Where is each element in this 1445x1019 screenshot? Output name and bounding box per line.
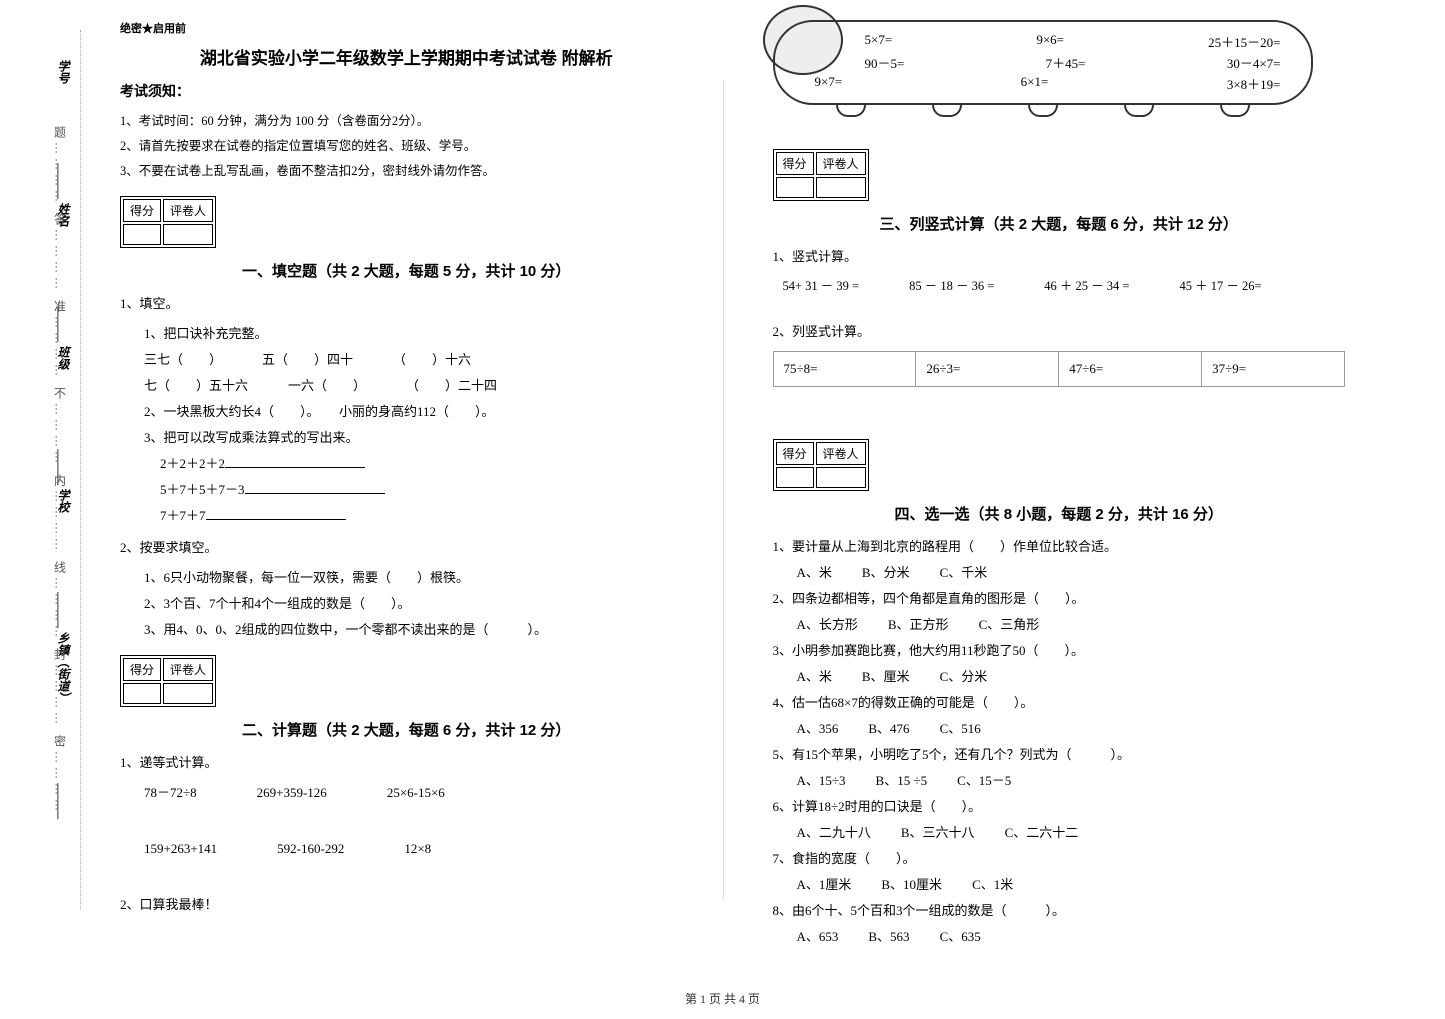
score-box-3: 得分评卷人 (773, 149, 869, 201)
s1-q1-1-row1: 三七（ ） 五（ ）四十 （ ）十六 (120, 347, 693, 373)
caterpillar-calc-box: 5×7=9×6=25＋15－20= 90－5=7＋45=30－4×7= 9×7=… (773, 20, 1313, 117)
section2-title: 二、计算题（共 2 大题，每题 6 分，共计 12 分） (120, 719, 693, 740)
section4-title: 四、选一选（共 8 小题，每题 2 分，共计 16 分） (773, 503, 1346, 524)
caterpillar-body: 5×7=9×6=25＋15－20= 90－5=7＋45=30－4×7= 9×7=… (773, 20, 1313, 105)
exam-title: 湖北省实验小学二年级数学上学期期中考试试卷 附解析 (120, 44, 693, 69)
s2-q1: 1、递等式计算。 78－72÷8 269+359-126 25×6-15×6 1… (120, 750, 693, 918)
s3-q1: 1、竖式计算。 54+ 31 － 39 = 85 － 18 － 36 = 46 … (773, 244, 1346, 387)
grader-label: 评卷人 (163, 199, 213, 222)
section1-title: 一、填空题（共 2 大题，每题 5 分，共计 10 分） (120, 260, 693, 281)
s4-q5: 5、有15个苹果，小明吃了5个，还有几个？列式为（ ）。 (773, 742, 1346, 768)
s3-q1-items: 54+ 31 － 39 = 85 － 18 － 36 = 46 ＋ 25 － 3… (773, 274, 1346, 299)
s4-q7: 7、食指的宽度（ ）。 (773, 846, 1346, 872)
seal-chars: 题………… 答………… 准………… 不………… 内………… 线………… 封………… (52, 126, 69, 815)
section3-title: 三、列竖式计算（共 2 大题，每题 6 分，共计 12 分） (773, 213, 1346, 234)
s1-q1-1-row2: 七（ ）五十六 一六（ ） （ ）二十四 (120, 373, 693, 399)
s2-q1-row2: 159+263+141 592-160-292 12×8 (120, 836, 693, 862)
page-footer: 第 1 页 共 4 页 (0, 990, 1445, 1007)
instructions-list: 1、考试时间：60 分钟，满分为 100 分（含卷面分2分）。 2、请首先按要求… (120, 109, 693, 184)
score-box-4: 得分评卷人 (773, 439, 869, 491)
score-box-1: 得分评卷人 (120, 196, 216, 248)
s4-q3: 3、小明参加赛跑比赛，他大约用11秒跑了50（ ）。 (773, 638, 1346, 664)
left-column: 绝密★启用前 湖北省实验小学二年级数学上学期期中考试试卷 附解析 考试须知： 1… (50, 20, 713, 950)
s1-q1-text: 1、填空。 (120, 291, 693, 317)
instruction-2: 2、请首先按要求在试卷的指定位置填写您的姓名、班级、学号。 (120, 134, 693, 159)
column-divider (723, 80, 724, 900)
s2-q1-row1: 78－72÷8 269+359-126 25×6-15×6 (120, 780, 693, 806)
s3-q2-table: 75÷8= 26÷3= 47÷6= 37÷9= (773, 351, 1346, 387)
s1-q1-3-l3: 7＋7＋7 (120, 503, 693, 529)
s1-q2: 2、按要求填空。 (120, 535, 693, 561)
s1-q1-3: 3、把可以改写成乘法算式的写出来。 (120, 425, 693, 451)
s1-q2-1: 1、6只小动物聚餐，每一位一双筷，需要（ ）根筷。 (120, 565, 693, 591)
s1-q2-2: 2、3个百、7个十和4个一组成的数是（ ）。 (120, 591, 693, 617)
instructions-heading: 考试须知： (120, 81, 693, 101)
secret-label: 绝密★启用前 (120, 20, 693, 36)
s2-q2: 2、口算我最棒！ (120, 892, 693, 918)
s4-q2: 2、四条边都相等，四个角都是直角的图形是（ ）。 (773, 586, 1346, 612)
dotted-seal-line (80, 30, 81, 910)
right-column: 5×7=9×6=25＋15－20= 90－5=7＋45=30－4×7= 9×7=… (753, 20, 1366, 950)
s1-q1: 1、填空。 1、把口诀补充完整。 三七（ ） 五（ ）四十 （ ）十六 七（ ）… (120, 291, 693, 643)
s3-q2: 2、列竖式计算。 (773, 319, 1346, 345)
s1-q1-3-l1: 2＋2＋2＋2 (120, 451, 693, 477)
caterpillar-feet-icon (773, 105, 1313, 117)
s1-q1-3-l2: 5＋7＋5＋7－3 (120, 477, 693, 503)
s4-items: 1、要计量从上海到北京的路程用（ ）作单位比较合适。 A、米B、分米C、千米 2… (773, 534, 1346, 950)
binding-seal-line: 题………… 答………… 准………… 不………… 内………… 线………… 封………… (30, 20, 90, 920)
s4-q1: 1、要计量从上海到北京的路程用（ ）作单位比较合适。 (773, 534, 1346, 560)
s4-q4: 4、估一估68×7的得数正确的可能是（ ）。 (773, 690, 1346, 716)
score-box-2: 得分评卷人 (120, 655, 216, 707)
score-label: 得分 (123, 199, 161, 222)
s1-q1-1: 1、把口诀补充完整。 (120, 321, 693, 347)
s4-q6: 6、计算18÷2时用的口诀是（ ）。 (773, 794, 1346, 820)
s1-q2-3: 3、用4、0、0、2组成的四位数中，一个零都不读出来的是（ ）。 (120, 617, 693, 643)
instruction-3: 3、不要在试卷上乱写乱画，卷面不整洁扣2分，密封线外请勿作答。 (120, 159, 693, 184)
instruction-1: 1、考试时间：60 分钟，满分为 100 分（含卷面分2分）。 (120, 109, 693, 134)
s4-q8: 8、由6个十、5个百和3个一组成的数是（ ）。 (773, 898, 1346, 924)
s1-q1-2: 2、一块黑板大约长4（ ）。 小丽的身高约112（ ）。 (120, 399, 693, 425)
